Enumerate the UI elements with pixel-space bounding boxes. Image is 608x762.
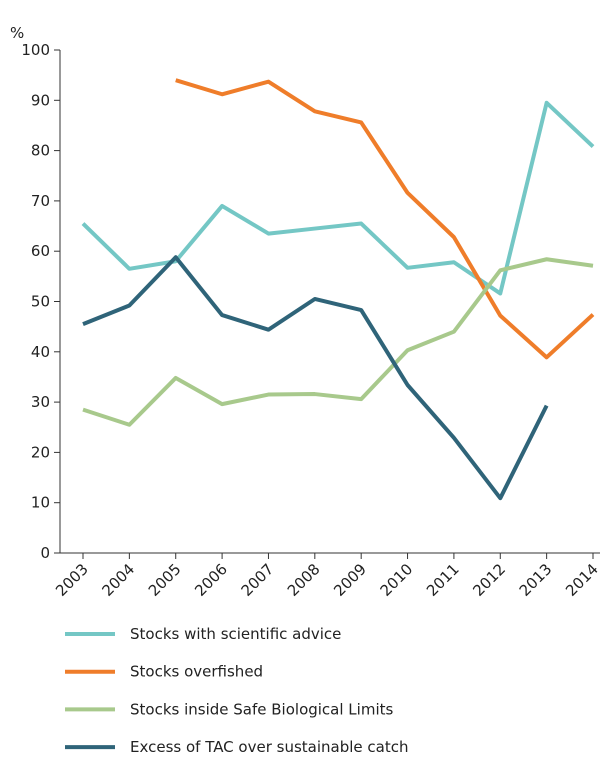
- y-tick-label: 80: [31, 142, 50, 160]
- x-tick-label: 2010: [377, 560, 417, 600]
- legend-label: Stocks overfished: [130, 663, 263, 681]
- y-axis-label: %: [10, 24, 24, 42]
- x-tick-label: 2008: [284, 560, 324, 600]
- x-tick-label: 2006: [191, 560, 231, 600]
- x-tick-label: 2013: [516, 560, 556, 600]
- x-tick-label: 2007: [238, 560, 278, 600]
- x-tick-label: 2014: [562, 560, 602, 600]
- y-tick-label: 70: [31, 192, 50, 210]
- legend-label: Stocks inside Safe Biological Limits: [130, 700, 393, 718]
- legend-label: Stocks with scientific advice: [130, 625, 341, 643]
- line: [175, 78, 595, 360]
- x-tick-label: 2005: [145, 560, 185, 600]
- x-tick-label: 2012: [469, 560, 509, 600]
- y-tick-label: 10: [31, 494, 50, 512]
- x-tick-label: 2004: [98, 560, 138, 600]
- x-tick-label: 2003: [52, 560, 92, 600]
- y-tick-label: 50: [31, 293, 50, 311]
- y-tick-label: 40: [31, 343, 50, 361]
- y-tick-label: 0: [40, 544, 50, 562]
- y-tick-label: 30: [31, 393, 50, 411]
- line: [82, 257, 594, 427]
- y-tick-label: 60: [31, 242, 50, 260]
- legend-label: Excess of TAC over sustainable catch: [130, 738, 408, 756]
- y-tick-label: 90: [31, 91, 50, 109]
- x-tick-label: 2009: [330, 560, 370, 600]
- y-tick-label: 20: [31, 443, 50, 461]
- line: [82, 255, 549, 501]
- y-tick-label: 100: [21, 41, 50, 59]
- x-tick-label: 2011: [423, 560, 463, 600]
